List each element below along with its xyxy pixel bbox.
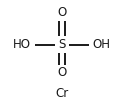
Text: Cr: Cr [55,87,69,100]
Text: S: S [58,38,66,51]
Text: O: O [57,66,67,79]
Text: OH: OH [93,38,111,51]
Text: O: O [57,6,67,19]
Text: HO: HO [13,38,31,51]
